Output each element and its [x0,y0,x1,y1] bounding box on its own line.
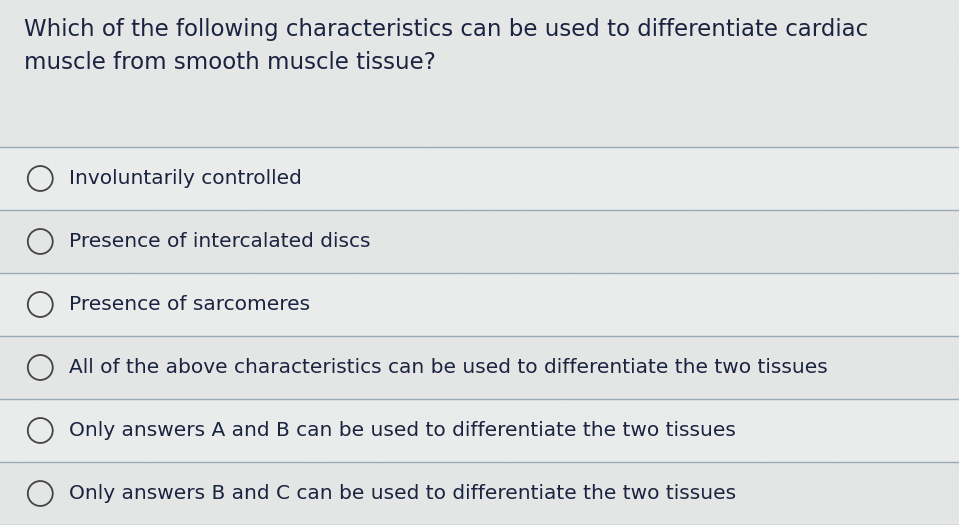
Bar [0,0,959,147]
Text: Only answers A and B can be used to differentiate the two tissues: Only answers A and B can be used to diff… [69,421,736,440]
Text: Presence of intercalated discs: Presence of intercalated discs [69,232,370,251]
Text: All of the above characteristics can be used to differentiate the two tissues: All of the above characteristics can be … [69,358,828,377]
Text: Presence of sarcomeres: Presence of sarcomeres [69,295,310,314]
Bar [0,399,959,462]
Bar [0,210,959,273]
Bar [0,462,959,525]
Bar [0,336,959,399]
Text: Involuntarily controlled: Involuntarily controlled [69,169,302,188]
Bar [0,147,959,210]
Text: Only answers B and C can be used to differentiate the two tissues: Only answers B and C can be used to diff… [69,484,737,503]
Text: Which of the following characteristics can be used to differentiate cardiac
musc: Which of the following characteristics c… [24,18,868,74]
Bar [0,273,959,336]
